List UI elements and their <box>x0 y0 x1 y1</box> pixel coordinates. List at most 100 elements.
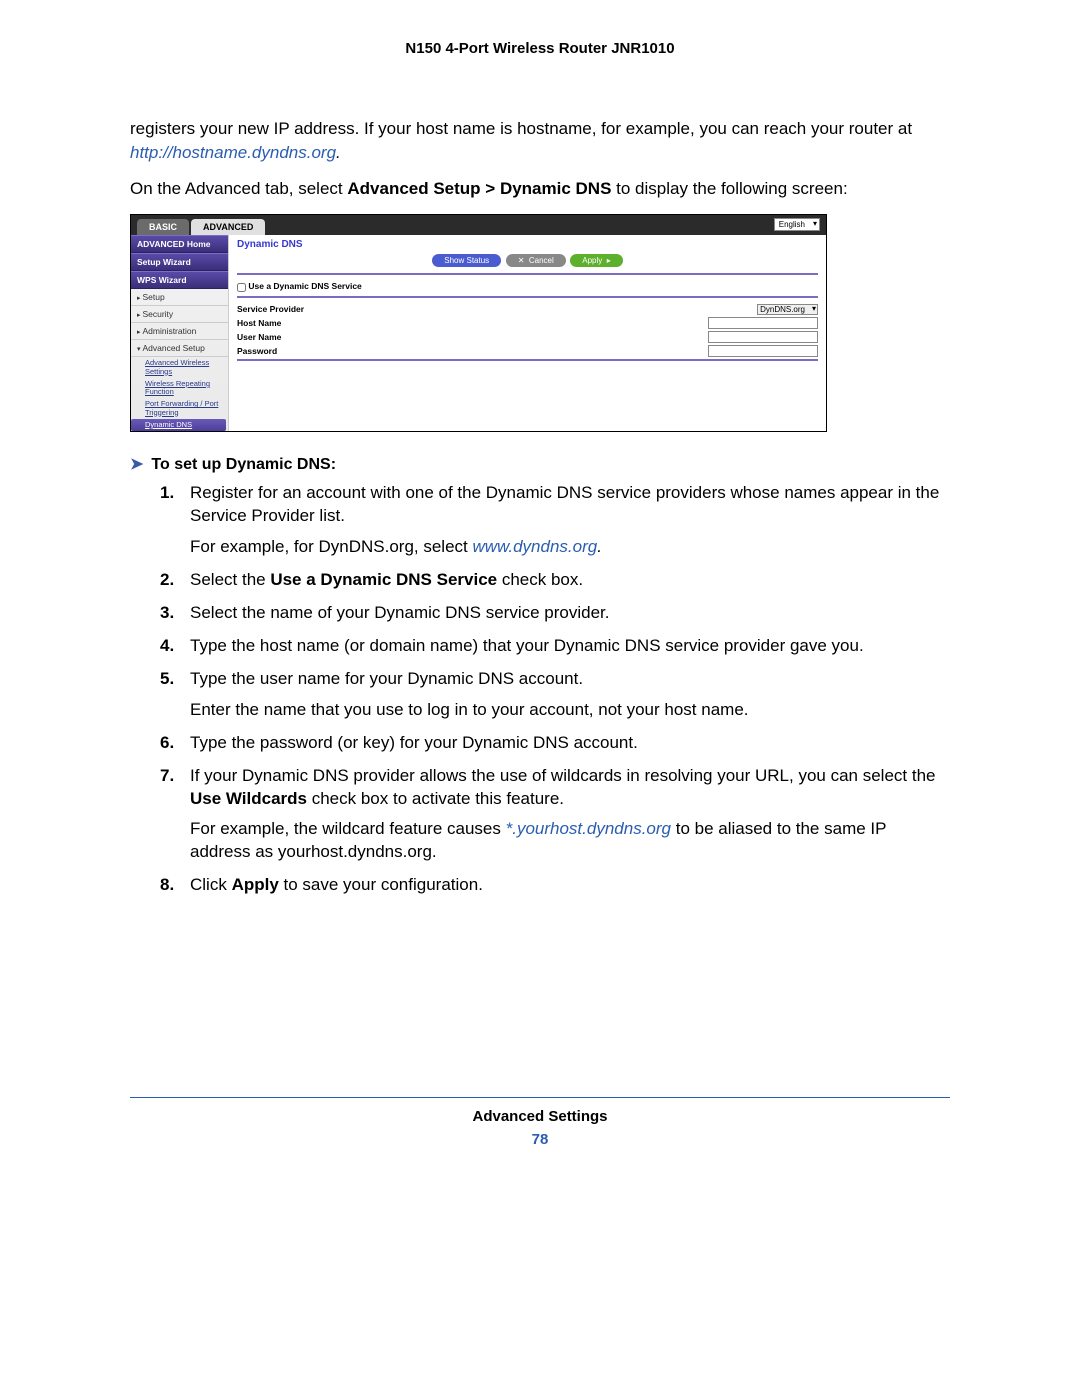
show-status-button[interactable]: Show Status <box>432 254 501 267</box>
divider-2 <box>237 296 818 298</box>
nav-wps-wizard[interactable]: WPS Wizard <box>131 271 228 289</box>
language-select[interactable]: English <box>774 218 820 231</box>
nav-security[interactable]: Security <box>131 306 228 323</box>
sidebar: ADVANCED Home Setup Wizard WPS Wizard Se… <box>131 235 229 431</box>
intro-2b: to display the following screen: <box>611 179 847 198</box>
step-7: 7. If your Dynamic DNS provider allows t… <box>160 765 950 865</box>
apply-button[interactable]: Apply ▸ <box>570 254 622 267</box>
label-pass: Password <box>237 346 357 356</box>
step-1-num: 1. <box>160 482 174 505</box>
section-heading-text: To set up Dynamic DNS: <box>151 456 336 473</box>
step-5-text: Type the user name for your Dynamic DNS … <box>190 669 583 688</box>
row-user: User Name <box>237 331 818 343</box>
step-7-c: check box to activate this feature. <box>307 789 564 808</box>
page-footer: Advanced Settings 78 <box>130 1108 950 1148</box>
footer-page-number: 78 <box>130 1131 950 1148</box>
intro-paragraph-1: registers your new IP address. If your h… <box>130 117 950 165</box>
steps-list: 1. Register for an account with one of t… <box>130 482 950 897</box>
step-6-text: Type the password (or key) for your Dyna… <box>190 733 638 752</box>
step-2-num: 2. <box>160 569 174 592</box>
router-ui-screenshot: BASIC ADVANCED English ADVANCED Home Set… <box>130 214 827 432</box>
step-7-num: 7. <box>160 765 174 788</box>
step-7-sub: For example, the wildcard feature causes… <box>190 818 950 864</box>
step-1-text: Register for an account with one of the … <box>190 483 939 525</box>
step-2-b: Use a Dynamic DNS Service <box>270 570 497 589</box>
nav-advanced-setup[interactable]: Advanced Setup <box>131 340 228 357</box>
cancel-label: Cancel <box>529 256 554 265</box>
use-service-row: Use a Dynamic DNS Service <box>237 281 818 291</box>
intro-2a: On the Advanced tab, select <box>130 179 347 198</box>
step-5: 5. Type the user name for your Dynamic D… <box>160 668 950 722</box>
row-host: Host Name <box>237 317 818 329</box>
step-3: 3. Select the name of your Dynamic DNS s… <box>160 602 950 625</box>
tab-basic[interactable]: BASIC <box>137 219 189 235</box>
doc-header-title: N150 4-Port Wireless Router JNR1010 <box>130 40 950 57</box>
nav-setup[interactable]: Setup <box>131 289 228 306</box>
use-service-checkbox[interactable] <box>237 283 246 292</box>
button-row: Show Status ✕ Cancel Apply ▸ <box>237 254 818 267</box>
step-1-sub: For example, for DynDNS.org, select www.… <box>190 536 950 559</box>
nav-setup-wizard[interactable]: Setup Wizard <box>131 253 228 271</box>
label-user: User Name <box>237 332 357 342</box>
subnav-wireless-repeating[interactable]: Wireless Repeating Function <box>131 378 228 399</box>
step-5-sub: Enter the name that you use to log in to… <box>190 699 950 722</box>
main-panel: Dynamic DNS Show Status ✕ Cancel Apply ▸… <box>229 235 826 431</box>
step-2-c: check box. <box>497 570 583 589</box>
tab-advanced[interactable]: ADVANCED <box>191 219 265 235</box>
cancel-x-icon: ✕ <box>518 256 525 265</box>
nav-advanced-home[interactable]: ADVANCED Home <box>131 235 228 253</box>
subnav-dynamic-dns[interactable]: Dynamic DNS <box>131 419 226 431</box>
footer-title: Advanced Settings <box>130 1108 950 1125</box>
intro-1b: . <box>336 143 341 162</box>
apply-arrow-icon: ▸ <box>607 256 611 265</box>
step-1-sub-b: . <box>597 537 602 556</box>
step-6: 6. Type the password (or key) for your D… <box>160 732 950 755</box>
step-8-c: to save your configuration. <box>279 875 483 894</box>
pass-input[interactable] <box>708 345 818 357</box>
step-1-sub-link[interactable]: www.dyndns.org <box>472 537 597 556</box>
step-7-a: If your Dynamic DNS provider allows the … <box>190 766 936 785</box>
step-6-num: 6. <box>160 732 174 755</box>
section-heading: ➤ To set up Dynamic DNS: <box>130 454 950 474</box>
step-8-num: 8. <box>160 874 174 897</box>
step-5-num: 5. <box>160 668 174 691</box>
step-3-text: Select the name of your Dynamic DNS serv… <box>190 603 610 622</box>
step-2: 2. Select the Use a Dynamic DNS Service … <box>160 569 950 592</box>
row-pass: Password <box>237 345 818 357</box>
nav-administration[interactable]: Administration <box>131 323 228 340</box>
step-8-b: Apply <box>232 875 279 894</box>
panel-title: Dynamic DNS <box>237 239 818 250</box>
row-provider: Service Provider DynDNS.org <box>237 304 818 315</box>
chevron-right-icon: ➤ <box>130 456 143 473</box>
subnav-advanced-wireless[interactable]: Advanced Wireless Settings <box>131 357 228 378</box>
cancel-button[interactable]: ✕ Cancel <box>506 254 566 267</box>
intro-1a: registers your new IP address. If your h… <box>130 119 912 138</box>
step-4-text: Type the host name (or domain name) that… <box>190 636 864 655</box>
step-1: 1. Register for an account with one of t… <box>160 482 950 559</box>
label-host: Host Name <box>237 318 357 328</box>
subnav-port-forwarding[interactable]: Port Forwarding / Port Triggering <box>131 398 228 419</box>
step-8: 8. Click Apply to save your configuratio… <box>160 874 950 897</box>
intro-2-bold: Advanced Setup > Dynamic DNS <box>347 179 611 198</box>
apply-label: Apply <box>582 256 602 265</box>
host-input[interactable] <box>708 317 818 329</box>
step-4-num: 4. <box>160 635 174 658</box>
intro-1-link[interactable]: http://hostname.dyndns.org <box>130 143 336 162</box>
divider <box>237 273 818 275</box>
step-7-sub-link: *.yourhost.dyndns.org <box>506 819 671 838</box>
step-7-b: Use Wildcards <box>190 789 307 808</box>
use-service-label: Use a Dynamic DNS Service <box>248 281 361 291</box>
step-2-a: Select the <box>190 570 270 589</box>
step-1-sub-a: For example, for DynDNS.org, select <box>190 537 472 556</box>
tab-bar: BASIC ADVANCED English <box>131 215 826 235</box>
user-input[interactable] <box>708 331 818 343</box>
step-3-num: 3. <box>160 602 174 625</box>
divider-3 <box>237 359 818 361</box>
provider-select[interactable]: DynDNS.org <box>757 304 818 315</box>
step-4: 4. Type the host name (or domain name) t… <box>160 635 950 658</box>
step-7-sub-a: For example, the wildcard feature causes <box>190 819 506 838</box>
footer-rule <box>130 1097 950 1098</box>
label-provider: Service Provider <box>237 304 357 314</box>
step-8-a: Click <box>190 875 232 894</box>
intro-paragraph-2: On the Advanced tab, select Advanced Set… <box>130 177 950 201</box>
